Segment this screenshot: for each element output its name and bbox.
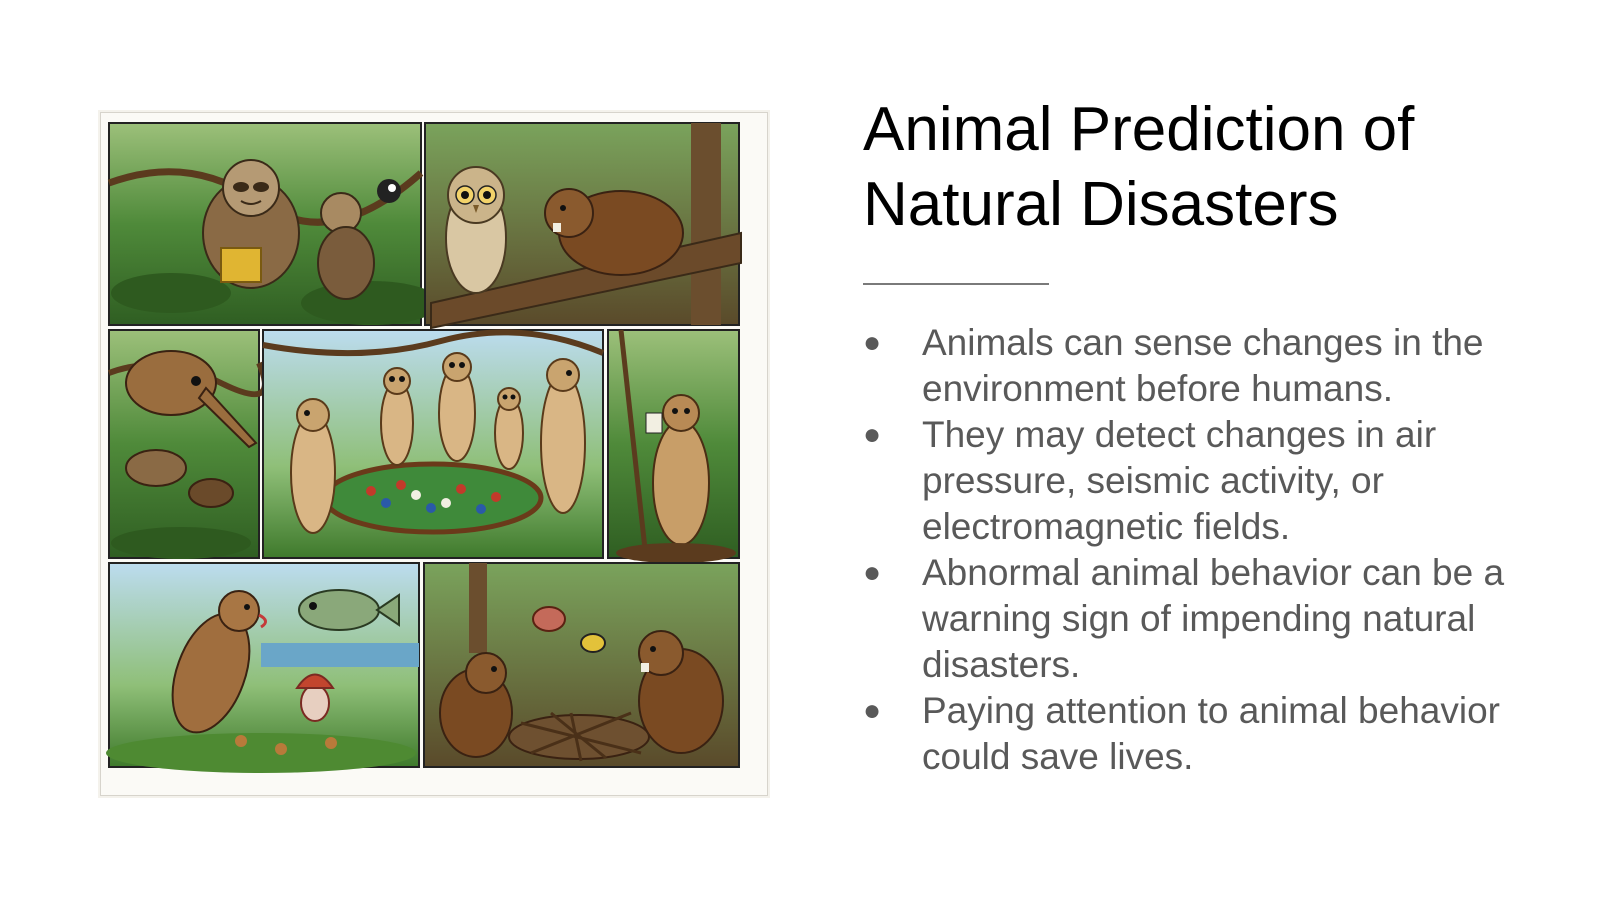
bullet-dot-icon: ● [863, 694, 882, 727]
bullet-item: ● Abnormal animal behavior can be a warn… [858, 550, 1568, 688]
bullet-dot-icon: ● [863, 418, 882, 451]
anteater-icon [107, 329, 268, 559]
bullet-list: ● Animals can sense changes in the envir… [858, 320, 1568, 780]
bullet-item: ● They may detect changes in air pressur… [858, 412, 1568, 550]
bullet-dot-icon: ● [863, 556, 882, 589]
meerkat-icon [607, 329, 740, 563]
bullet-text: Paying attention to animal behavior coul… [922, 690, 1500, 777]
rodent-fish-icon [106, 562, 420, 773]
meerkats-icon [262, 329, 605, 559]
title-divider [863, 283, 1049, 285]
bullet-text: They may detect changes in air pressure,… [922, 414, 1437, 547]
sloth-icon [107, 122, 441, 326]
slide-title: Animal Prediction of Natural Disasters [863, 92, 1563, 242]
comic-illustration [100, 112, 768, 796]
slide-title-line-1: Animal Prediction of [863, 95, 1415, 164]
slide-title-line-2: Natural Disasters [863, 170, 1339, 239]
bullet-item: ● Paying attention to animal behavior co… [858, 688, 1568, 780]
bullet-dot-icon: ● [863, 326, 882, 359]
bullet-text: Animals can sense changes in the environ… [922, 322, 1484, 409]
bullet-item: ● Animals can sense changes in the envir… [858, 320, 1568, 412]
beavers-icon [423, 562, 740, 768]
bullet-text: Abnormal animal behavior can be a warnin… [922, 552, 1505, 685]
owl-icon [424, 122, 742, 330]
